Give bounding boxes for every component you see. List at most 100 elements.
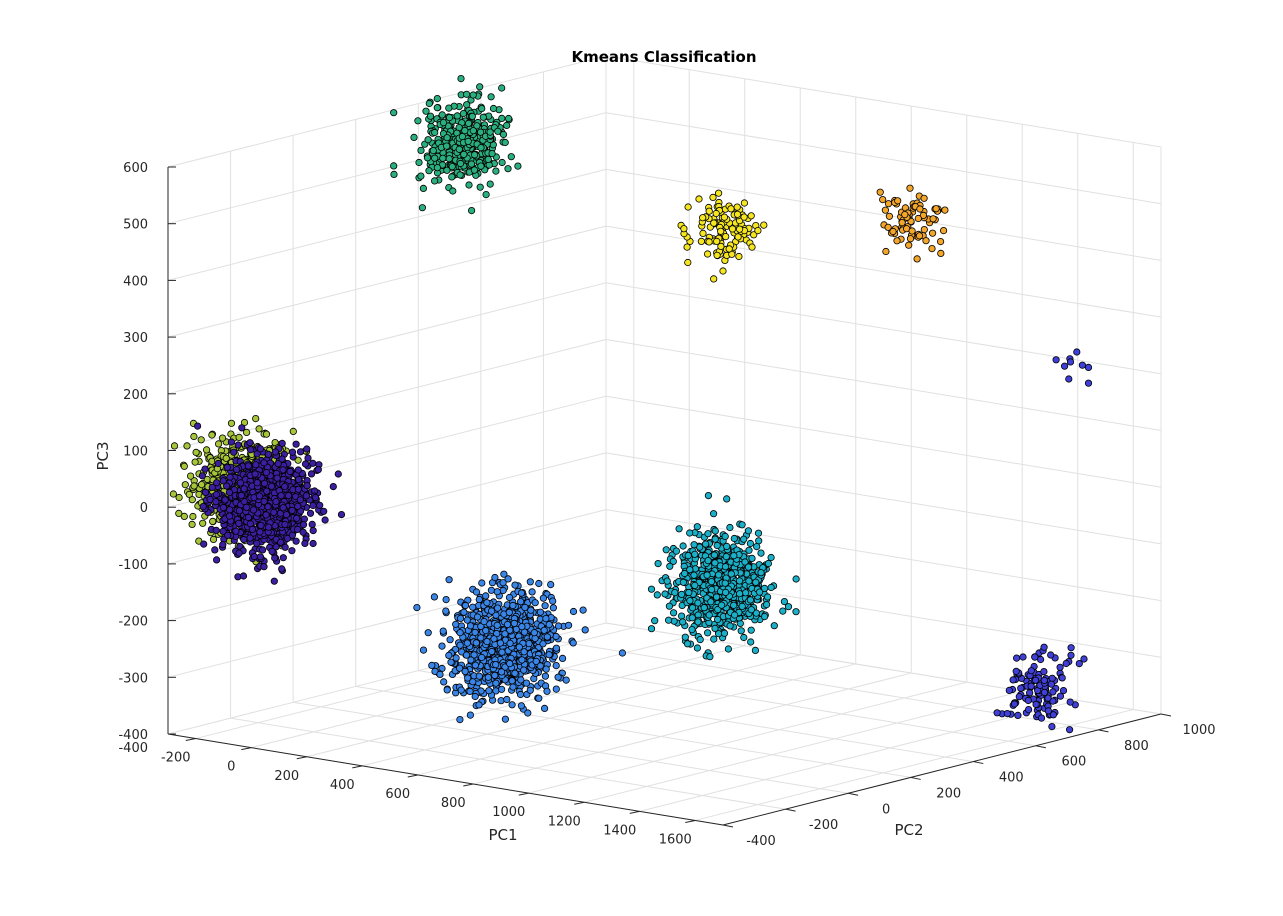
z-tick-label: 0 [140,501,148,516]
scatter-point [466,622,475,630]
scatter-point [212,526,220,534]
scatter-point [1066,726,1074,734]
scatter-point [915,232,924,240]
scatter-point [541,602,549,610]
scatter-point [430,593,438,601]
scatter-point [760,221,768,229]
scatter-point [898,219,906,227]
scatter-point [1044,694,1052,702]
scatter-point [549,597,557,605]
scatter-point [244,462,252,470]
scatter-point [250,552,258,561]
scatter-point [1080,655,1088,663]
scatter-point [257,521,265,530]
scatter-point [471,628,479,637]
scatter-point [428,661,436,670]
scatter-point [710,635,718,643]
scatter-point [752,578,760,586]
scatter-point [747,212,755,220]
scatter-point [240,535,248,544]
x-tick-label: 1000 [492,805,525,820]
scatter-point [686,566,694,574]
scatter-point [1056,692,1065,700]
scatter-point [279,466,287,474]
scatter-point [255,492,264,500]
scatter-point [284,491,292,500]
scatter-point [712,593,721,601]
scatter-point [699,229,707,237]
scatter-point [445,651,453,660]
scatter-point [234,441,242,449]
scatter-point [1040,676,1048,685]
scatter-point [744,527,753,535]
scatter-point [509,683,517,691]
scatter-point [497,697,505,705]
scatter-point [294,466,302,474]
scatter-point [487,607,496,615]
scatter-point [906,235,915,243]
scatter-point [277,538,285,546]
scatter-point [456,171,464,179]
scatter-point [1061,362,1069,370]
scatter-point [321,516,329,524]
scatter-point [293,514,301,522]
scatter-point [189,512,197,521]
scatter-point [710,551,719,559]
scatter-point [292,440,300,448]
scatter-point [301,460,310,468]
scatter-point [309,539,317,548]
scatter-point [419,646,428,654]
scatter-point [493,604,502,612]
scatter-point [882,247,890,256]
scatter-point [906,184,914,192]
scatter-point [309,526,317,535]
scatter-point [194,422,202,430]
scatter-point [469,91,477,99]
grid-line [605,339,1162,431]
scatter-point [694,618,702,626]
scatter-point [426,112,435,120]
x-tick-label: -200 [161,751,191,766]
scatter-point [679,542,687,550]
scatter-point [543,687,551,695]
scatter-point [526,578,534,586]
grid-line [167,112,607,225]
scatter-point [517,702,526,710]
scatter-point [424,136,432,144]
scatter-point [530,629,538,637]
scatter-point [1044,707,1053,715]
scatter-point [881,206,890,214]
scatter-point [535,579,543,588]
grid-line [417,663,856,776]
scatter-point [503,620,512,629]
scatter-point [545,651,553,659]
scatter-point [464,674,472,682]
scatter-point [209,535,218,544]
scatter-point [459,110,467,118]
scatter-point [239,572,248,580]
scatter-point [1052,356,1060,364]
scatter-point [522,679,531,687]
scatter-point [751,646,760,655]
scatter-point [545,620,553,629]
scatter-point [744,563,753,571]
scatter-point [181,481,189,489]
scatter-point [316,501,324,509]
scatter-point [461,601,470,610]
scatter-point [442,142,451,150]
scatter-point [893,237,901,245]
scatter-point [219,477,227,485]
scatter-point [244,513,252,522]
scatter-point [469,127,477,135]
scatter-point [679,618,687,626]
grid-line [605,112,1162,205]
grid-line [293,701,849,794]
scatter-point [686,597,694,605]
scatter-point [208,483,216,491]
scatter-point [1062,659,1070,668]
scatter-point [185,490,193,498]
scatter-point [920,226,928,234]
scatter-point [492,167,500,175]
scatter-point [197,436,205,444]
scatter-point [201,465,209,473]
